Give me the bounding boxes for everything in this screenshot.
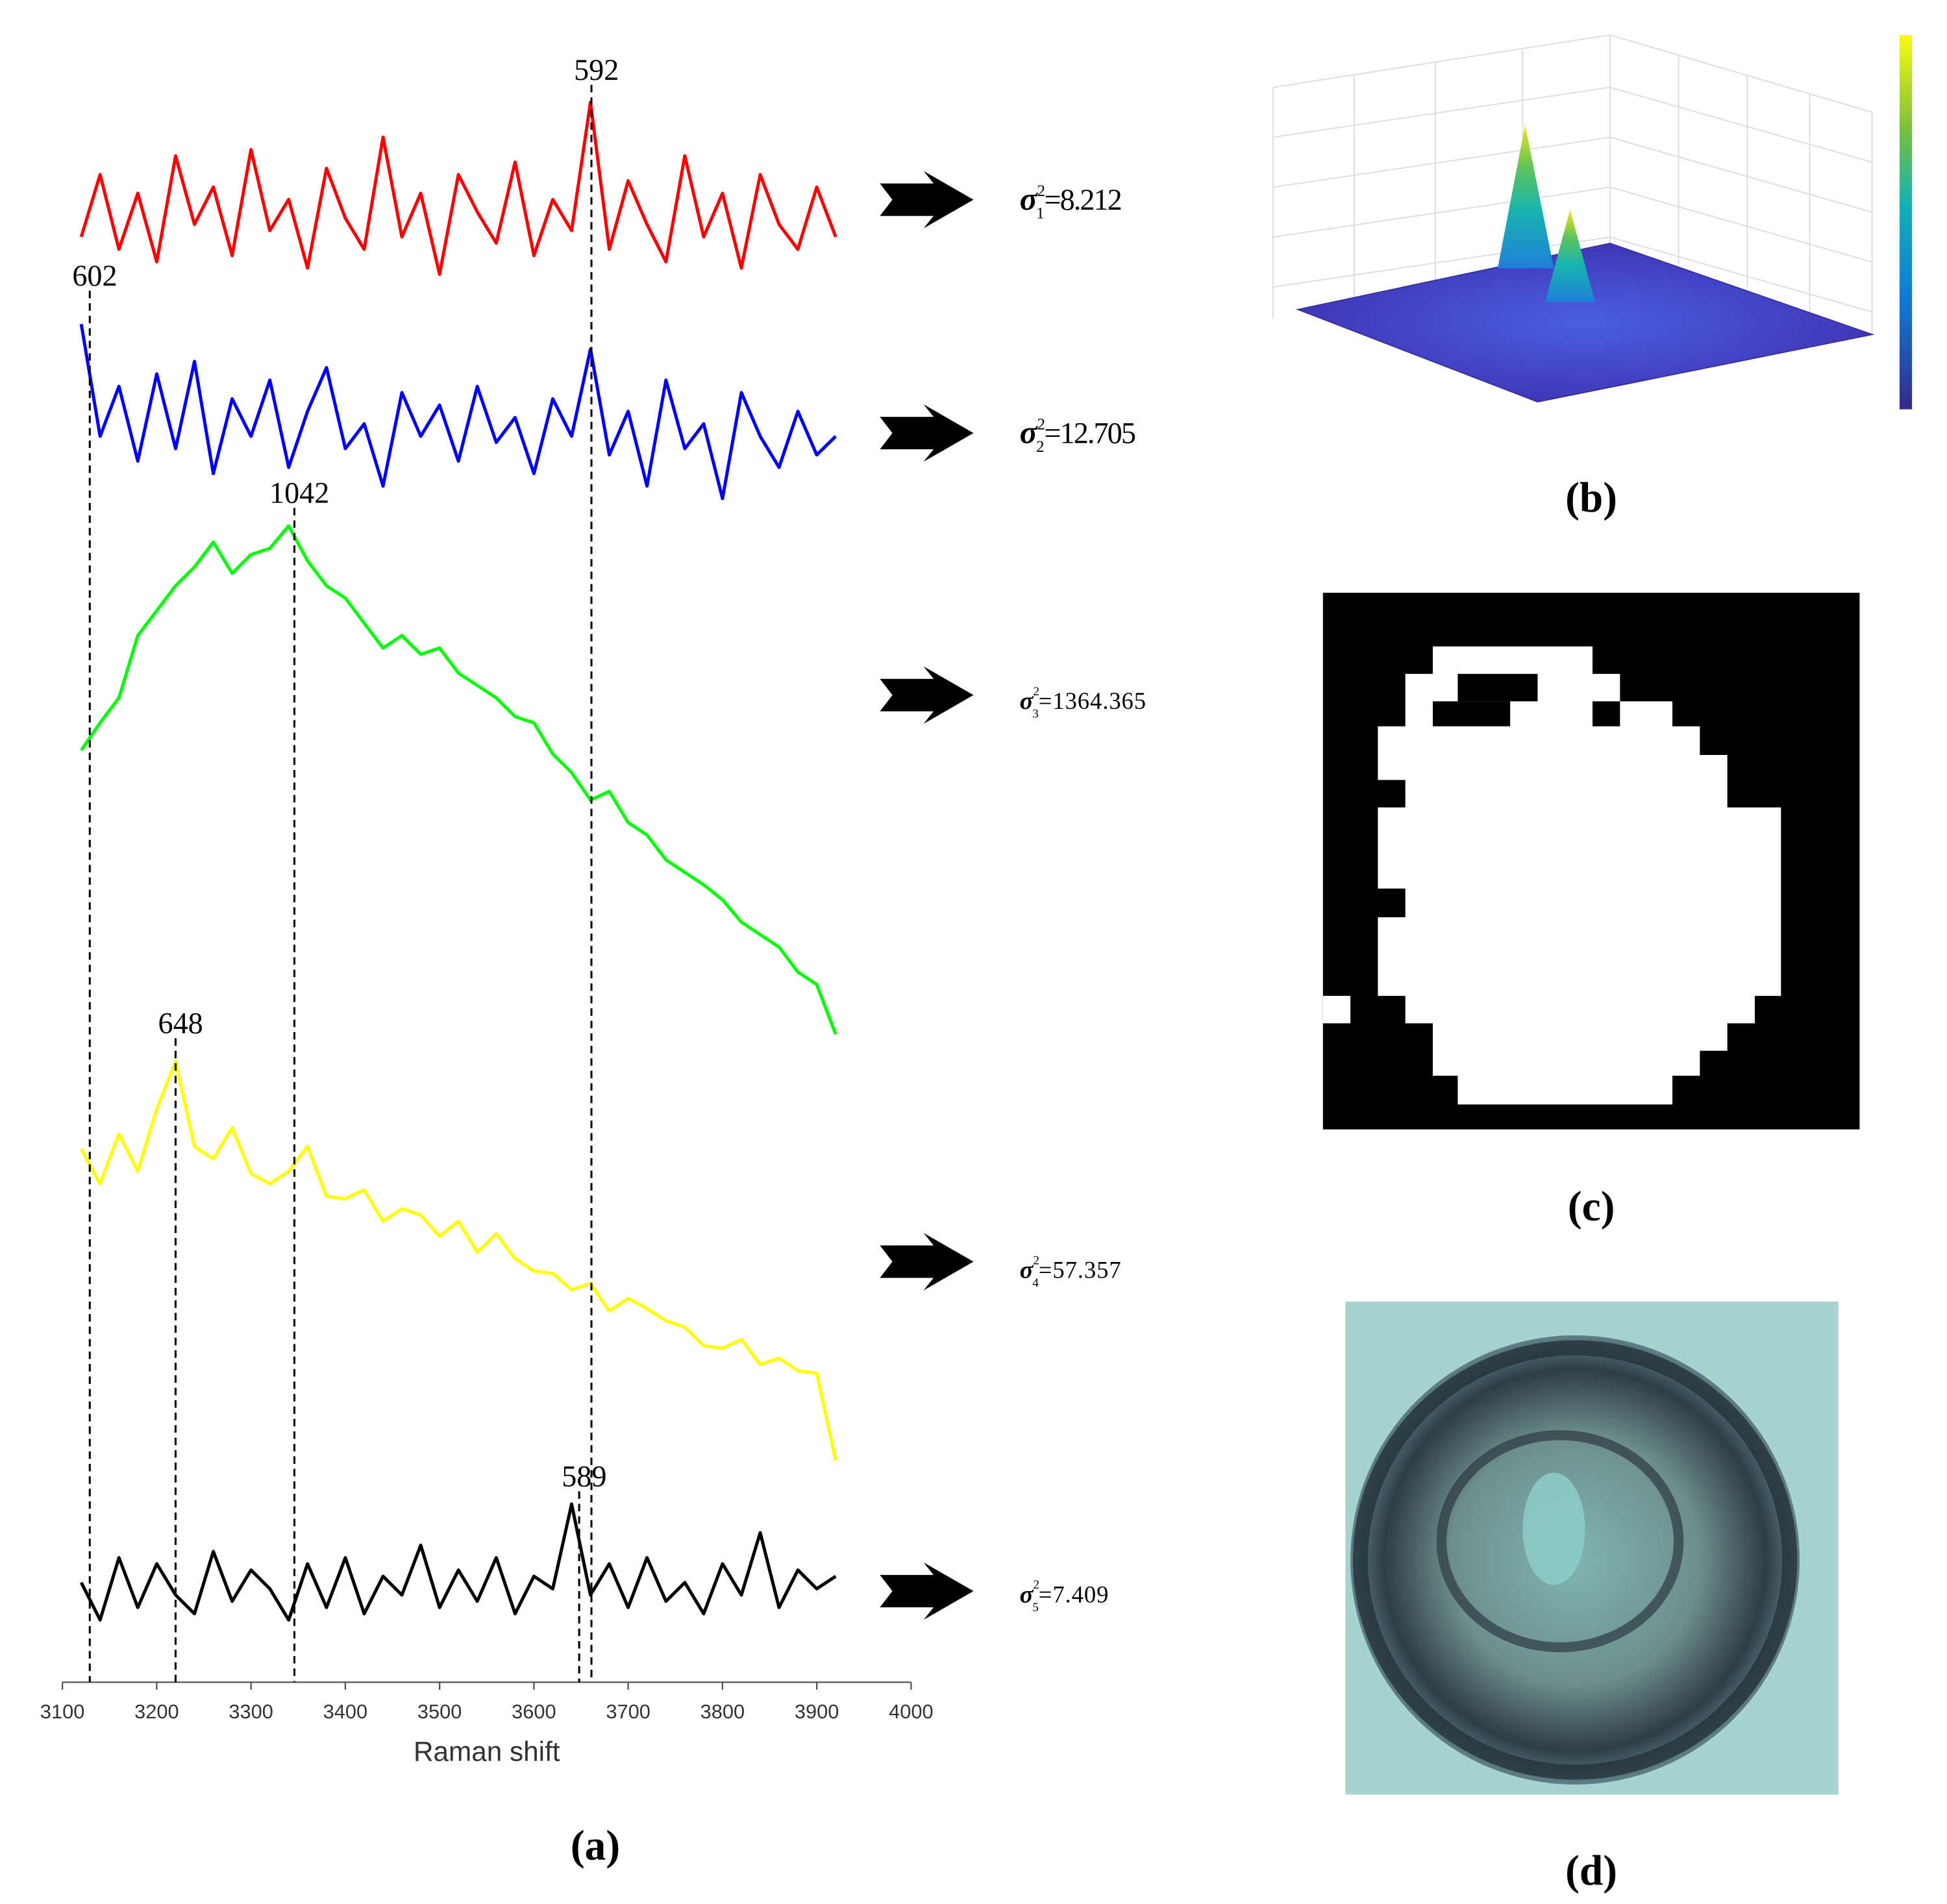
- x-tick-label: 3400: [323, 1700, 367, 1723]
- micrograph: [1345, 1302, 1839, 1795]
- arrow: [880, 1233, 974, 1291]
- subscript: 5: [1032, 1601, 1039, 1614]
- surface-plot: [1272, 34, 1913, 410]
- superscript: 2: [1037, 182, 1046, 200]
- variance-label: σ2 4=57.357: [1020, 1254, 1122, 1290]
- arrows: [880, 171, 974, 1620]
- spectrum-line: [79, 101, 837, 277]
- x-tick-label: 3300: [229, 1700, 273, 1723]
- x-tick-label: 3100: [40, 1700, 84, 1723]
- arrow: [880, 404, 974, 462]
- subscript: 1: [1036, 204, 1045, 222]
- superscript: 2: [1033, 1254, 1039, 1267]
- sigma: σ: [1020, 1581, 1034, 1608]
- binary-mask: [1322, 593, 1860, 1130]
- spectrum-line: [80, 524, 837, 1035]
- spectrum-line: [79, 1502, 837, 1622]
- subscript: 3: [1032, 707, 1039, 721]
- x-tick-label: 4000: [889, 1700, 933, 1723]
- variance-label: σ2 3=1364.365: [1020, 685, 1147, 721]
- variance-label: σ2 1=8.212: [1020, 180, 1121, 222]
- arrow: [880, 171, 974, 229]
- sigma: σ: [1020, 180, 1039, 217]
- peak-label: 589: [562, 1460, 606, 1493]
- peak-label: 648: [158, 1007, 203, 1040]
- panel-label: (a): [571, 1822, 620, 1869]
- x-tick-label: 3200: [134, 1700, 179, 1723]
- variance-value: =1364.365: [1039, 687, 1147, 714]
- arrow: [880, 1562, 974, 1620]
- variance-value: =57.357: [1039, 1257, 1122, 1283]
- x-tick-label: 3700: [606, 1700, 650, 1723]
- spectrum-line: [79, 323, 837, 501]
- variance-label: σ2 2=12.705: [1020, 414, 1135, 455]
- peak-label: 602: [72, 259, 117, 292]
- peak-label: 592: [574, 53, 619, 86]
- x-tick-label: 3600: [512, 1700, 556, 1723]
- variance-value: =8.212: [1045, 183, 1121, 216]
- arrow: [880, 666, 974, 724]
- x-axis-label: Raman shift: [414, 1737, 560, 1767]
- panel-label: (d): [1565, 1848, 1617, 1894]
- variance-value: =12.705: [1045, 416, 1135, 449]
- spectrum-line: [79, 1060, 837, 1461]
- sigma: σ: [1020, 1257, 1034, 1284]
- subscript: 2: [1036, 438, 1045, 456]
- subscript: 4: [1032, 1276, 1039, 1290]
- superscript: 2: [1033, 1578, 1039, 1592]
- x-tick-label: 3900: [795, 1700, 839, 1723]
- variance-label: σ2 5=7.409: [1020, 1578, 1110, 1614]
- x-tick-label: 3500: [417, 1700, 462, 1723]
- panel-label: (b): [1565, 475, 1617, 521]
- panel-label: (c): [1568, 1183, 1615, 1230]
- sigma: σ: [1020, 414, 1039, 450]
- peak-label: 1042: [269, 476, 329, 510]
- superscript: 2: [1033, 685, 1039, 699]
- variance-value: =7.409: [1039, 1581, 1110, 1607]
- sigma: σ: [1020, 687, 1034, 715]
- superscript: 2: [1037, 415, 1046, 433]
- x-tick-label: 3800: [701, 1700, 745, 1723]
